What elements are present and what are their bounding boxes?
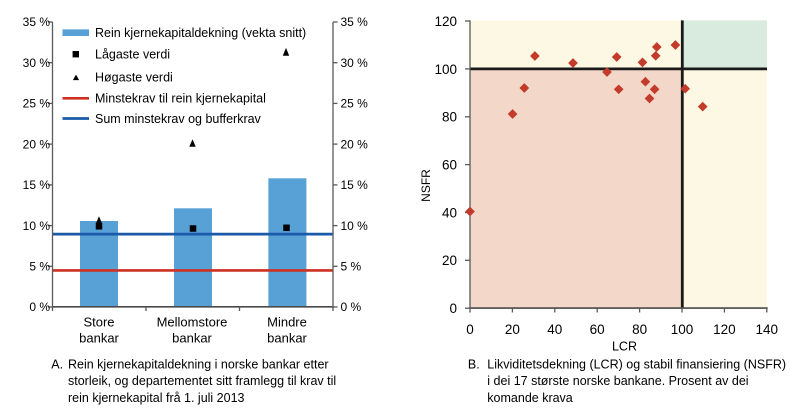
svg-text:15 %: 15 % (23, 178, 51, 192)
svg-text:Sum minstekrav og bufferkrav: Sum minstekrav og bufferkrav (95, 112, 262, 126)
svg-text:LCR: LCR (612, 340, 637, 354)
svg-text:60: 60 (442, 158, 457, 173)
svg-text:0: 0 (466, 322, 474, 337)
svg-text:Mellomstore: Mellomstore (157, 315, 228, 330)
svg-text:0 %: 0 % (341, 300, 362, 314)
svg-text:bankar: bankar (79, 330, 119, 345)
svg-text:15 %: 15 % (341, 178, 369, 192)
svg-text:Likviditetsdekning (LCR) og st: Likviditetsdekning (LCR) og stabil finan… (487, 358, 786, 372)
svg-text:A.: A. (51, 358, 63, 372)
svg-text:0 %: 0 % (29, 300, 50, 314)
svg-text:80: 80 (632, 322, 647, 337)
svg-text:Minstekrav til rein kjernekapi: Minstekrav til rein kjernekapital (95, 92, 266, 106)
svg-text:100: 100 (671, 322, 694, 337)
svg-text:25 %: 25 % (23, 97, 51, 111)
svg-text:120: 120 (713, 322, 736, 337)
svg-text:80: 80 (442, 110, 457, 125)
svg-text:20: 20 (505, 322, 520, 337)
svg-text:10 %: 10 % (341, 219, 369, 233)
svg-text:120: 120 (434, 14, 457, 29)
svg-text:5 %: 5 % (341, 260, 362, 274)
svg-text:i dei 17 største norske bankan: i dei 17 største norske bankane. Prosent… (487, 374, 748, 388)
svg-text:NSFR: NSFR (419, 169, 433, 202)
svg-text:B.: B. (468, 358, 480, 372)
svg-text:5 %: 5 % (29, 260, 50, 274)
svg-text:20: 20 (442, 253, 457, 268)
svg-text:100: 100 (434, 62, 457, 77)
svg-text:40: 40 (547, 322, 562, 337)
svg-text:40: 40 (442, 205, 457, 220)
svg-text:Rein kjernekapitaldekning (vek: Rein kjernekapitaldekning (vekta snitt) (95, 26, 306, 40)
svg-text:Mindre: Mindre (267, 315, 307, 330)
svg-text:rein kjernekapital frå 1. juli: rein kjernekapital frå 1. juli 2013 (68, 391, 245, 405)
svg-text:140: 140 (756, 322, 779, 337)
svg-text:komande krava: komande krava (487, 391, 573, 405)
svg-text:0: 0 (449, 301, 457, 316)
svg-text:Store: Store (83, 315, 114, 330)
svg-text:Rein kjernekapitaldekning i no: Rein kjernekapitaldekning i norske banka… (68, 358, 329, 372)
svg-text:30 %: 30 % (23, 56, 51, 70)
svg-text:Lågaste verdi: Lågaste verdi (95, 48, 170, 62)
svg-text:20 %: 20 % (341, 137, 369, 151)
svg-text:30 %: 30 % (341, 56, 369, 70)
svg-text:35 %: 35 % (23, 15, 51, 29)
svg-text:Høgaste verdi: Høgaste verdi (95, 71, 173, 85)
svg-text:25 %: 25 % (341, 97, 369, 111)
svg-text:10 %: 10 % (23, 219, 51, 233)
svg-text:bankar: bankar (172, 330, 212, 345)
svg-text:35 %: 35 % (341, 15, 369, 29)
svg-text:storleik, og departementet sit: storleik, og departementet sitt framlegg… (68, 374, 336, 388)
svg-text:bankar: bankar (267, 330, 307, 345)
svg-text:20 %: 20 % (23, 137, 51, 151)
svg-text:60: 60 (590, 322, 605, 337)
